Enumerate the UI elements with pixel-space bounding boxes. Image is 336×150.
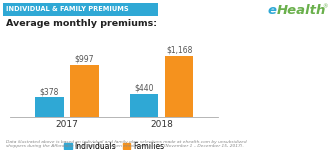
Text: Data illustrated above is based on individual and family plan selections made at: Data illustrated above is based on indiv… — [6, 140, 247, 148]
Text: e: e — [267, 4, 276, 17]
Text: $378: $378 — [40, 87, 59, 96]
Bar — [70, 65, 98, 117]
Text: $440: $440 — [134, 84, 154, 93]
Text: $997: $997 — [75, 55, 94, 64]
Text: Health: Health — [277, 4, 326, 17]
Legend: Individuals, Families: Individuals, Families — [61, 139, 167, 150]
Text: $1,168: $1,168 — [166, 46, 192, 55]
Bar — [165, 56, 193, 117]
Text: ®: ® — [322, 4, 327, 9]
Bar — [130, 94, 158, 117]
Text: Average monthly premiums:: Average monthly premiums: — [6, 19, 157, 28]
Text: INDIVIDUAL & FAMILY PREMIUMS: INDIVIDUAL & FAMILY PREMIUMS — [6, 6, 129, 12]
Bar — [35, 97, 64, 117]
